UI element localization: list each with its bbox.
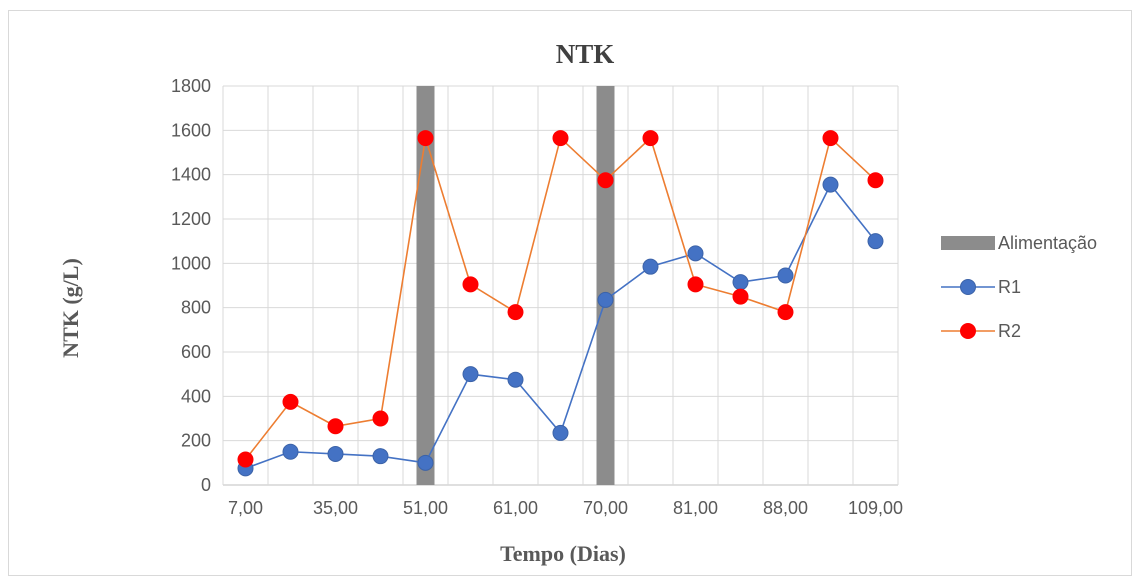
- legend-marker-r2: [960, 323, 976, 339]
- y-tick-label: 200: [181, 431, 211, 451]
- alimentacao-bars: [416, 86, 615, 485]
- r2-point: [867, 172, 884, 189]
- series-points: [237, 130, 884, 477]
- y-tick-label: 0: [201, 475, 211, 495]
- legend-marker-r1: [960, 279, 976, 295]
- x-tick-label: 51,00: [403, 498, 448, 518]
- r2-point: [642, 130, 659, 147]
- chart-title: NTK: [556, 39, 615, 69]
- y-tick-label: 1800: [171, 76, 211, 96]
- r2-point: [507, 304, 524, 321]
- legend-label-r2: R2: [998, 321, 1021, 341]
- gridlines: [222, 85, 899, 486]
- y-axis-title: NTK (g/L): [58, 258, 83, 358]
- r2-point: [687, 276, 704, 293]
- x-tick-label: 7,00: [228, 498, 263, 518]
- r2-point: [552, 130, 569, 147]
- x-tick-label: 70,00: [583, 498, 628, 518]
- r1-point: [867, 233, 884, 250]
- r2-point: [822, 130, 839, 147]
- r1-point: [642, 258, 659, 275]
- r1-point: [822, 176, 839, 193]
- r1-point: [282, 443, 299, 460]
- y-tick-label: 1400: [171, 165, 211, 185]
- y-tick-label: 600: [181, 342, 211, 362]
- r2-point: [237, 451, 254, 468]
- r1-point: [372, 448, 389, 465]
- y-tick-label: 1600: [171, 120, 211, 140]
- x-tick-label: 88,00: [763, 498, 808, 518]
- r2-point: [732, 288, 749, 305]
- r1-point: [327, 445, 344, 462]
- r2-point: [282, 393, 299, 410]
- x-tick-labels: 7,00 35,00 51,00 61,00 70,00 81,00 88,00 109,00: [228, 498, 903, 518]
- r2-point: [327, 418, 344, 435]
- r1-point: [507, 371, 524, 388]
- r1-point: [462, 366, 479, 383]
- r2-point: [597, 172, 614, 189]
- series-lines: [244, 136, 877, 470]
- x-tick-label: 109,00: [848, 498, 903, 518]
- r2-point: [777, 304, 794, 321]
- r1-point: [597, 291, 614, 308]
- r2-point: [372, 410, 389, 427]
- x-tick-label: 61,00: [493, 498, 538, 518]
- r1-point: [777, 267, 794, 284]
- y-tick-label: 400: [181, 386, 211, 406]
- x-tick-label: 35,00: [313, 498, 358, 518]
- y-tick-labels: 0 200 400 600 800 1000 1200 1400 1600 1800: [171, 76, 211, 495]
- chart-frame: [8, 10, 1132, 576]
- r2-point: [417, 130, 434, 147]
- legend: Alimentação R1 R2: [941, 233, 1097, 341]
- r1-point: [687, 245, 704, 262]
- y-tick-label: 1000: [171, 253, 211, 273]
- r2-line: [244, 136, 877, 461]
- r1-point: [732, 274, 749, 291]
- r1-point: [552, 424, 569, 441]
- alimentacao-bar: [596, 86, 615, 485]
- alimentacao-bar: [416, 86, 435, 485]
- r1-point: [417, 454, 434, 471]
- r2-point: [462, 276, 479, 293]
- x-axis-title: Tempo (Dias): [500, 541, 626, 566]
- legend-label-r1: R1: [998, 277, 1021, 297]
- y-tick-label: 1200: [171, 209, 211, 229]
- y-tick-label: 800: [181, 298, 211, 318]
- x-tick-label: 81,00: [673, 498, 718, 518]
- legend-label-alimentacao: Alimentação: [998, 233, 1097, 253]
- legend-swatch-alimentacao: [941, 236, 995, 250]
